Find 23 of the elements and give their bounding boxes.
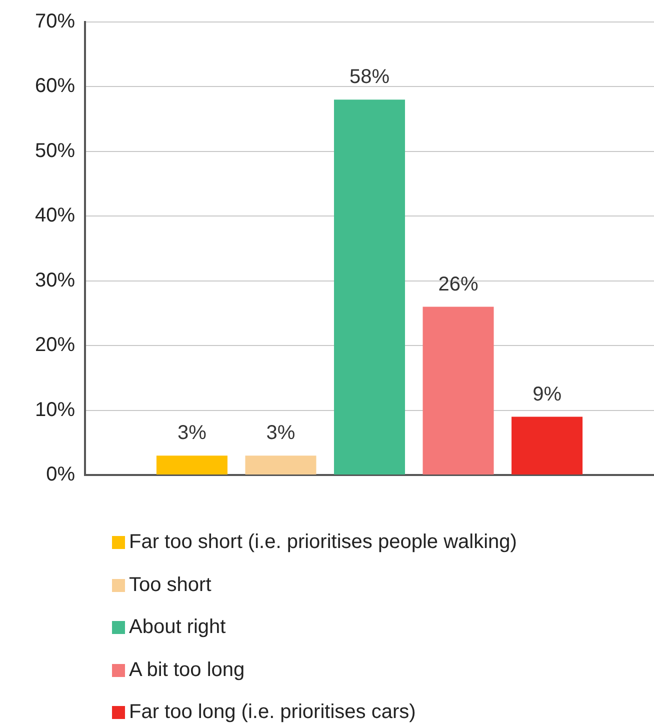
y-tick-label: 40% <box>34 204 76 227</box>
y-tick-label: 10% <box>34 398 76 421</box>
data-label: 3% <box>178 422 207 444</box>
data-label: 3% <box>266 422 296 444</box>
bar <box>245 456 316 474</box>
legend-label: Too short <box>129 574 212 596</box>
y-tick-label: 0% <box>46 464 76 486</box>
legend-label: Far too long (i.e. prioritises cars) <box>129 701 416 724</box>
bar <box>334 100 406 474</box>
data-label: 58% <box>349 66 390 88</box>
y-tick-label: 50% <box>34 140 76 162</box>
legend-label: About right <box>129 616 226 639</box>
y-tick-label: 60% <box>34 75 76 98</box>
legend-label: A bit too long <box>129 658 245 682</box>
data-label: 9% <box>532 383 562 406</box>
bar <box>422 306 494 474</box>
y-tick-label: 30% <box>34 269 76 292</box>
y-tick-label: 20% <box>34 334 76 356</box>
y-tick-label: 70% <box>34 10 76 33</box>
bar <box>512 416 583 474</box>
data-label: 26% <box>438 273 478 296</box>
legend-label: Far too short (i.e. prioritises people walking) <box>129 531 517 554</box>
bar <box>156 456 228 474</box>
